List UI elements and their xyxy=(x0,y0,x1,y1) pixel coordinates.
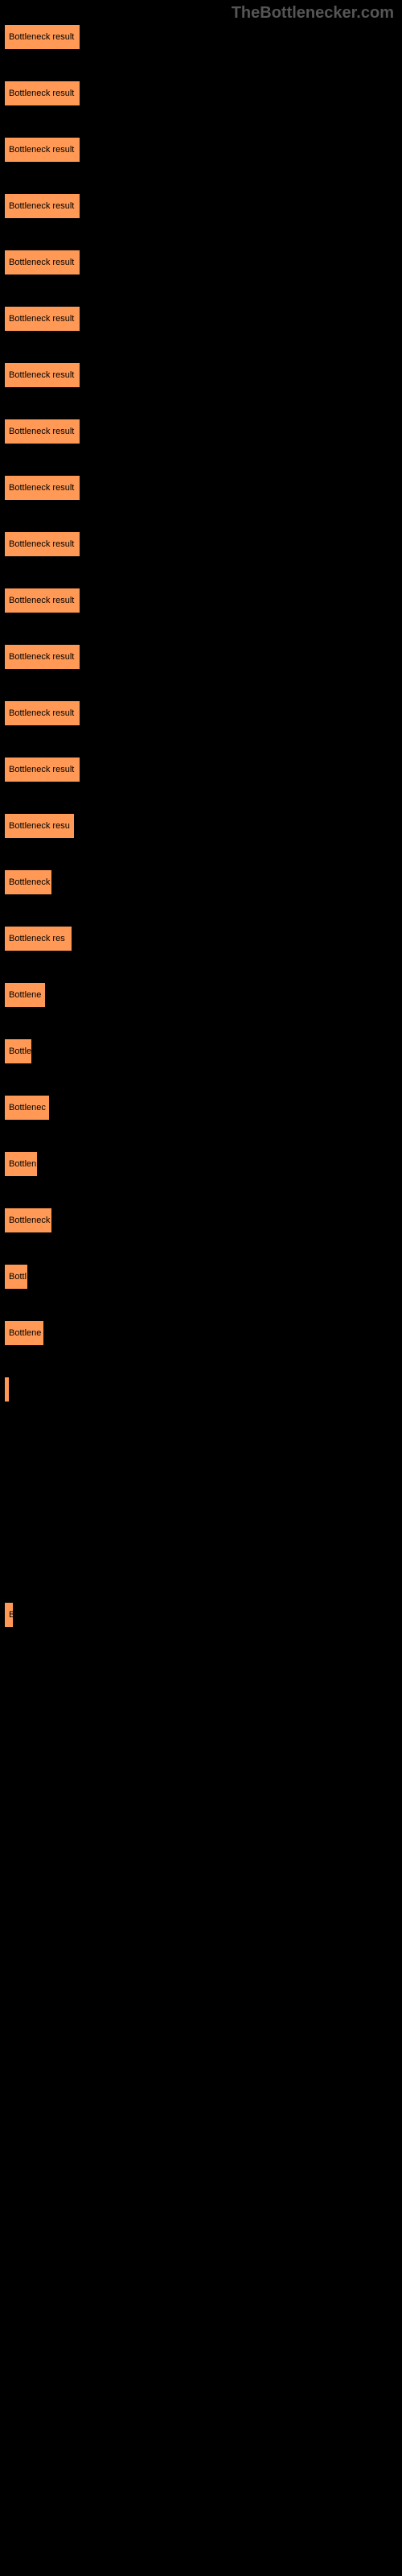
bar: Bottleneck result xyxy=(4,419,80,444)
bar-row xyxy=(4,1489,402,1515)
bar-label: Bottleneck result xyxy=(9,89,74,98)
bar-label: Bottle xyxy=(9,1046,31,1056)
bar: Bottleneck result xyxy=(4,757,80,782)
bar-row: Bottleneck result xyxy=(4,193,402,219)
bar: Bottleneck result xyxy=(4,588,80,613)
bar-row: Bottlene xyxy=(4,982,402,1008)
bar-row xyxy=(4,1658,402,1684)
bar: Bottl xyxy=(4,1264,28,1290)
bar: Bottleneck result xyxy=(4,362,80,388)
bar-row: Bottleneck result xyxy=(4,531,402,557)
bar: Bottleneck resu xyxy=(4,813,75,839)
bar-row: Bottlene xyxy=(4,1320,402,1346)
bar-row xyxy=(4,2222,402,2248)
bar-row: Bottleneck resu xyxy=(4,813,402,839)
bar-label: Bottleneck result xyxy=(9,145,74,155)
bar-row: Bottlen xyxy=(4,1151,402,1177)
bar: Bottlene xyxy=(4,1320,44,1346)
bar: Bottleneck result xyxy=(4,306,80,332)
bar-row: Bottleneck result xyxy=(4,306,402,332)
bar: Bottleneck xyxy=(4,869,52,895)
bar: Bottleneck xyxy=(4,1208,52,1233)
bar-row: Bottle xyxy=(4,1038,402,1064)
bar-row xyxy=(4,1546,402,1571)
bar: Bottleneck result xyxy=(4,644,80,670)
bar-row: Bottleneck result xyxy=(4,80,402,106)
bar-label: B xyxy=(9,1610,14,1620)
bar: Bottleneck result xyxy=(4,531,80,557)
bar: Bottleneck result xyxy=(4,24,80,50)
bar-label: Bottleneck res xyxy=(9,934,65,943)
watermark-text: TheBottlenecker.com xyxy=(232,4,394,23)
bar-label: Bottleneck result xyxy=(9,258,74,267)
bar-label: Bottleneck xyxy=(9,877,50,887)
bar: Bottleneck result xyxy=(4,193,80,219)
bar: Bottleneck result xyxy=(4,250,80,275)
bar-label: Bottleneck resu xyxy=(9,821,70,831)
bar-row xyxy=(4,1377,402,1402)
bar-row xyxy=(4,2504,402,2529)
bar-row: Bottleneck result xyxy=(4,644,402,670)
bar: Bottleneck result xyxy=(4,80,80,106)
bar: Bottle xyxy=(4,1038,32,1064)
bar-row: Bottlenec xyxy=(4,1095,402,1121)
bar-label: Bottlene xyxy=(9,990,41,1000)
bar: Bottleneck res xyxy=(4,926,72,952)
bar-row xyxy=(4,1433,402,1459)
bar-row: Bottleneck result xyxy=(4,700,402,726)
bar-label: Bottleneck xyxy=(9,1216,50,1225)
bar-row xyxy=(4,1771,402,1797)
bar-label: Bottleneck result xyxy=(9,483,74,493)
bar-label: Bottlen xyxy=(9,1159,36,1169)
bar: Bottleneck result xyxy=(4,700,80,726)
bar-label: Bottleneck result xyxy=(9,427,74,436)
bar-row: Bottleneck xyxy=(4,869,402,895)
bar-row: Bottleneck res xyxy=(4,926,402,952)
bar-row xyxy=(4,2334,402,2360)
bar-row: Bottleneck result xyxy=(4,475,402,501)
bar-label: Bottleneck result xyxy=(9,201,74,211)
bar-label: Bottleneck result xyxy=(9,539,74,549)
bar-label: Bottlenec xyxy=(9,1103,46,1113)
bar: B xyxy=(4,1602,14,1628)
bar-row xyxy=(4,2447,402,2473)
bar-label: Bottleneck result xyxy=(9,32,74,42)
bar-label: Bottleneck result xyxy=(9,765,74,774)
bar-row xyxy=(4,2278,402,2304)
bar-row: B xyxy=(4,1602,402,1628)
bar: Bottlene xyxy=(4,982,46,1008)
bar-row xyxy=(4,2109,402,2135)
bar-row xyxy=(4,1715,402,1740)
bar-label: Bottleneck result xyxy=(9,370,74,380)
bar-row: Bottleneck result xyxy=(4,24,402,50)
bar xyxy=(4,1377,10,1402)
bar-label: Bottlene xyxy=(9,1328,41,1338)
bar: Bottleneck result xyxy=(4,475,80,501)
bar-label: Bottl xyxy=(9,1272,27,1282)
bar-chart: Bottleneck result Bottleneck result Bottle… xyxy=(0,0,402,2529)
bar-row: Bottl xyxy=(4,1264,402,1290)
bar-label: Bottleneck result xyxy=(9,596,74,605)
bar-row xyxy=(4,1996,402,2022)
bar-row: Bottleneck result xyxy=(4,250,402,275)
bar-row: Bottleneck result xyxy=(4,588,402,613)
bar-row xyxy=(4,2391,402,2417)
bar-row: Bottleneck result xyxy=(4,362,402,388)
bar: Bottlen xyxy=(4,1151,38,1177)
bar-label: Bottleneck result xyxy=(9,708,74,718)
bar-row xyxy=(4,1827,402,1853)
bar: Bottleneck result xyxy=(4,137,80,163)
bar-row: Bottleneck result xyxy=(4,757,402,782)
bar-row xyxy=(4,1940,402,1966)
bar-label: Bottleneck result xyxy=(9,652,74,662)
bar-row xyxy=(4,2165,402,2191)
bar-row xyxy=(4,1884,402,1909)
bar-row: Bottleneck xyxy=(4,1208,402,1233)
bar-row: Bottleneck result xyxy=(4,137,402,163)
bar-row: Bottleneck result xyxy=(4,419,402,444)
bar-label: Bottleneck result xyxy=(9,314,74,324)
bar-row xyxy=(4,2053,402,2079)
bar: Bottlenec xyxy=(4,1095,50,1121)
